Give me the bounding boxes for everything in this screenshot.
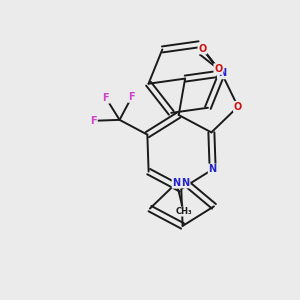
Text: O: O [214, 64, 223, 74]
Text: F: F [90, 116, 97, 126]
Text: N: N [208, 164, 217, 174]
Text: O: O [234, 102, 242, 112]
Text: N: N [218, 68, 226, 78]
Text: F: F [128, 92, 135, 102]
Text: O: O [198, 44, 206, 54]
Text: N: N [182, 178, 190, 188]
Text: CH₃: CH₃ [176, 207, 192, 216]
Text: F: F [103, 93, 109, 103]
Text: N: N [172, 178, 181, 188]
